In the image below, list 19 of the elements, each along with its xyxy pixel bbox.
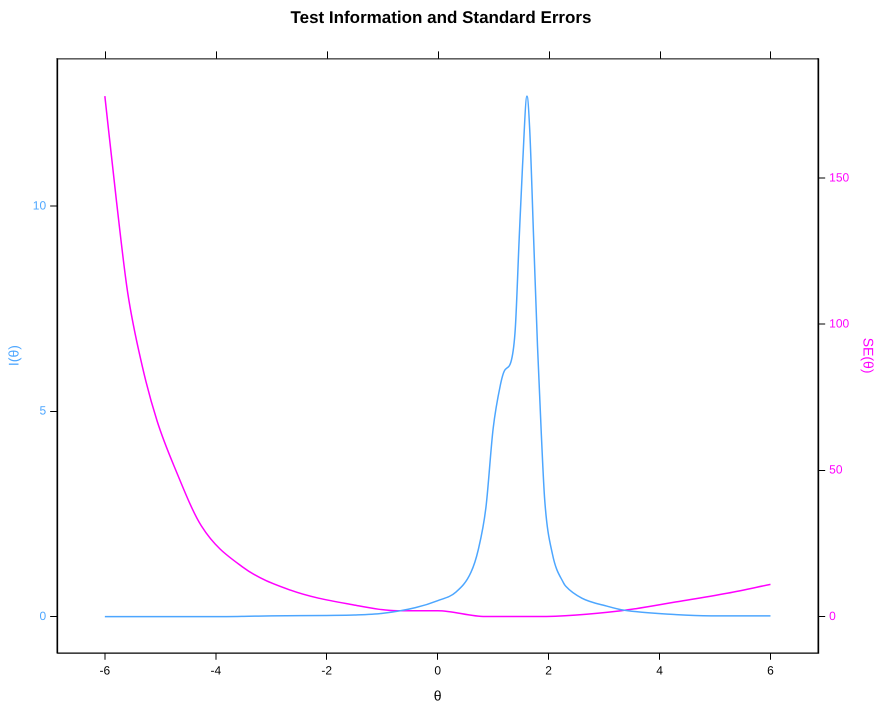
x-tick-label: 6 bbox=[767, 663, 774, 678]
y-tick-label: 5 bbox=[39, 404, 46, 418]
x-tick-label: 4 bbox=[656, 663, 664, 678]
y2-tick-label: 150 bbox=[829, 170, 850, 184]
y2-tick-label: 50 bbox=[829, 462, 843, 477]
y2-tick-label: 100 bbox=[829, 316, 850, 330]
chart-title: Test Information and Standard Errors bbox=[290, 8, 592, 27]
x-axis-title: θ bbox=[434, 687, 442, 704]
x-tick-label: 2 bbox=[545, 663, 552, 678]
y-tick-label: 0 bbox=[39, 608, 46, 623]
x-tick-label: -6 bbox=[100, 663, 111, 678]
x-tick-label: -2 bbox=[321, 663, 332, 678]
y-axis-title: I(θ) bbox=[5, 345, 22, 366]
x-tick-label: 0 bbox=[434, 663, 442, 678]
x-tick-label: -4 bbox=[210, 663, 222, 678]
y2-tick-label: 0 bbox=[829, 608, 836, 623]
line-series bbox=[104, 95, 772, 618]
y2-axis-title: SE(θ) bbox=[860, 338, 877, 374]
y-tick-label: 10 bbox=[32, 198, 46, 212]
